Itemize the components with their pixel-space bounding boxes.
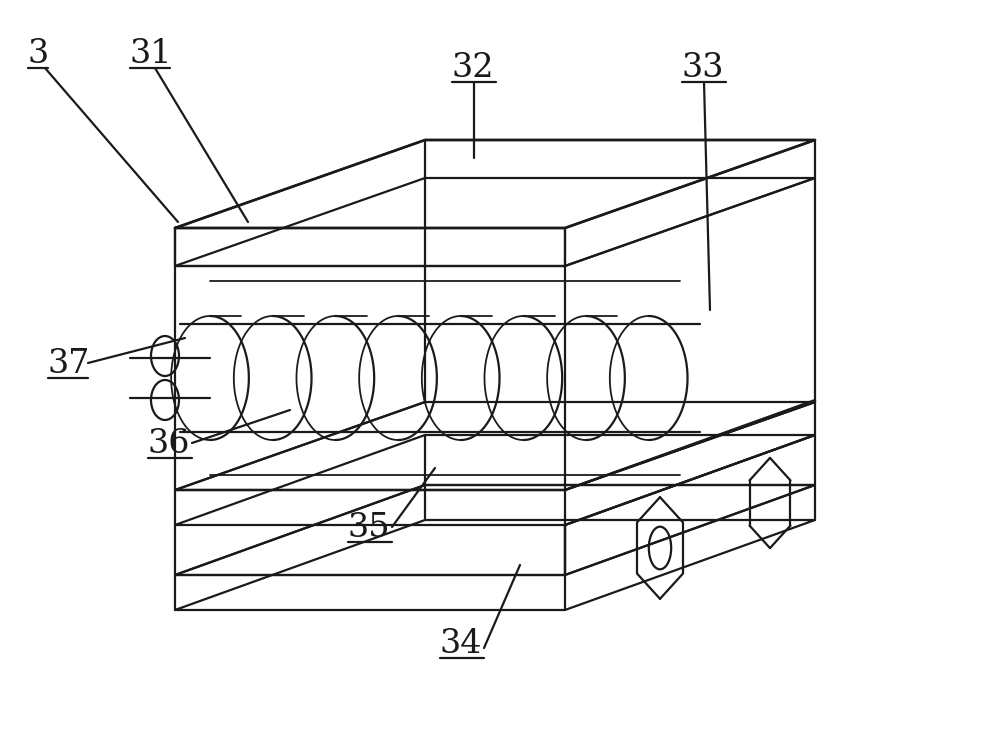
Text: 32: 32 [452, 52, 494, 84]
Text: 31: 31 [130, 38, 173, 70]
Text: 34: 34 [440, 628, 482, 660]
Text: 35: 35 [348, 512, 391, 544]
Text: 37: 37 [48, 348, 90, 380]
Text: 3: 3 [28, 38, 50, 70]
Text: 33: 33 [682, 52, 724, 84]
Text: 36: 36 [148, 428, 190, 460]
